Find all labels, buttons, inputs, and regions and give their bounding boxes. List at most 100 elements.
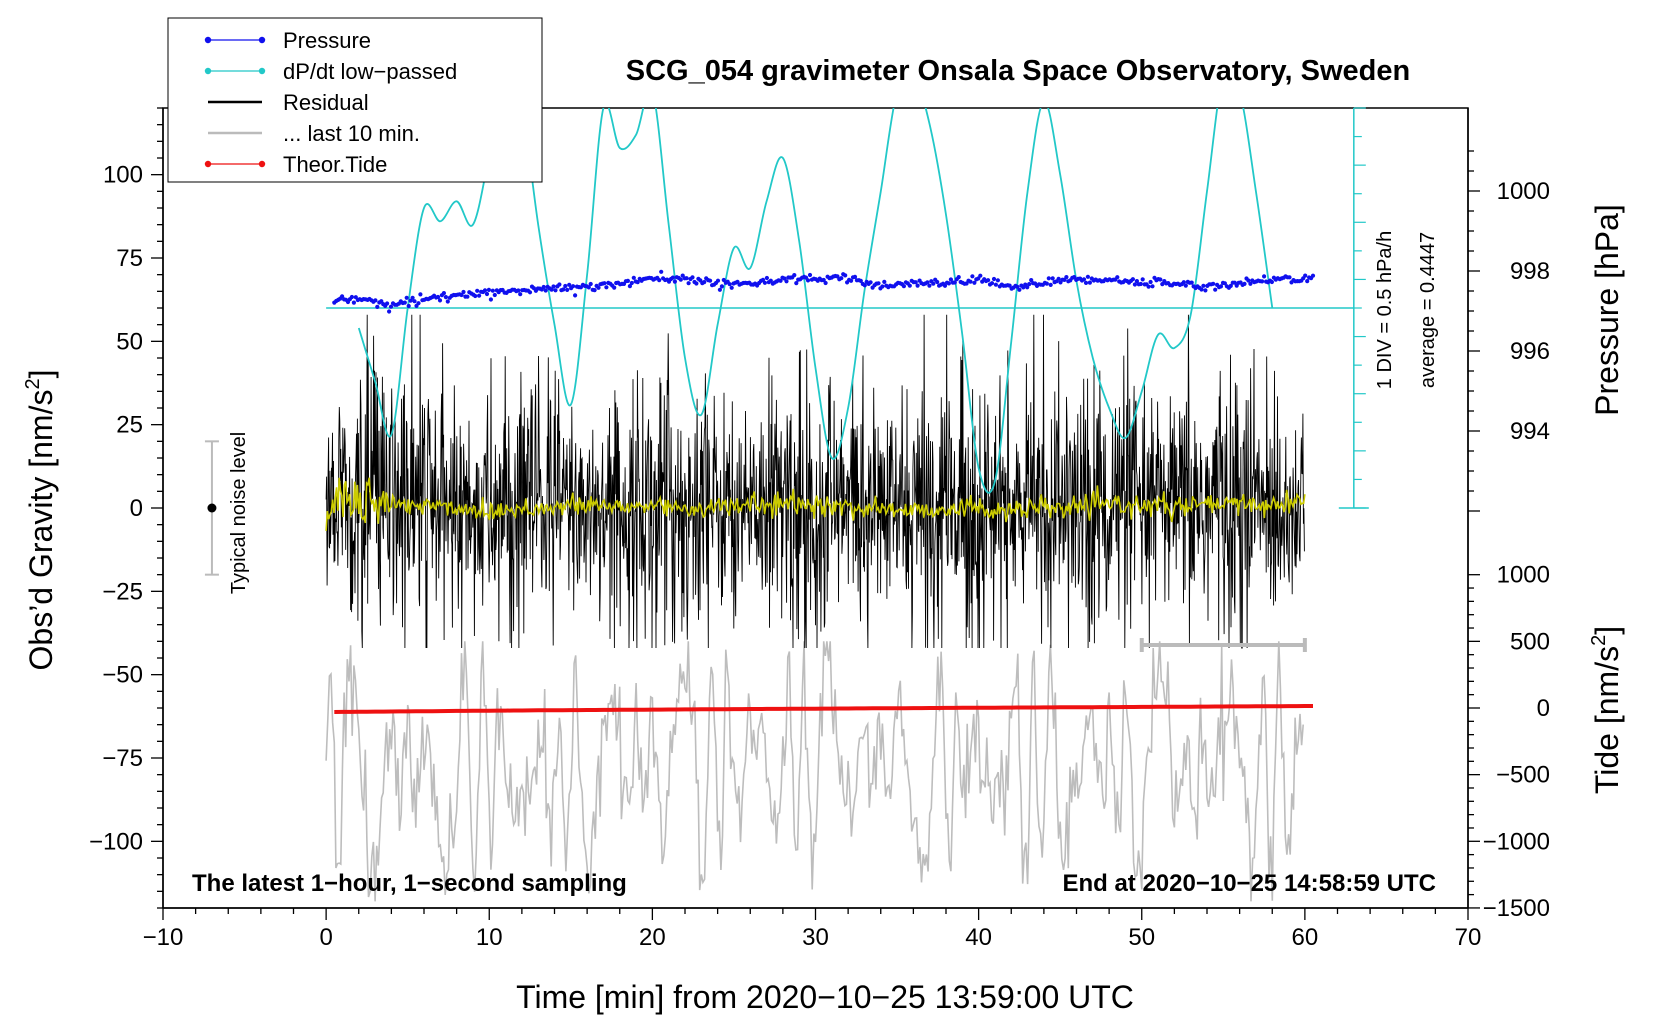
pressure-point xyxy=(670,275,676,280)
pressure-tick-label: 998 xyxy=(1510,258,1550,285)
pressure-point xyxy=(1158,277,1163,282)
tide-tick-label: −1000 xyxy=(1483,828,1550,855)
pressure-point xyxy=(435,294,441,300)
pressure-point xyxy=(762,280,768,285)
pressure-point xyxy=(672,279,678,284)
pressure-point xyxy=(862,283,867,288)
pressure-point xyxy=(1044,281,1049,286)
pressure-point xyxy=(843,273,848,278)
pressure-point xyxy=(702,280,707,285)
pressure-point xyxy=(1218,284,1224,289)
legend-label: dP/dt low−passed xyxy=(283,59,457,84)
pressure-point xyxy=(995,278,1001,283)
pressure-point xyxy=(1199,287,1204,292)
pressure-point xyxy=(1056,276,1061,281)
pressure-point xyxy=(1228,283,1233,288)
pressure-point xyxy=(418,292,423,297)
pressure-point xyxy=(852,274,858,279)
pressure-point xyxy=(1081,277,1087,282)
y-left-tick-label: 25 xyxy=(116,412,143,439)
pressure-point xyxy=(690,275,695,280)
pressure-point xyxy=(925,280,930,285)
pressure-point xyxy=(604,285,609,290)
pressure-point xyxy=(1132,282,1137,287)
y-left-tick-label: 100 xyxy=(103,162,143,189)
pressure-point xyxy=(571,284,576,289)
pressure-point xyxy=(1242,281,1247,286)
pressure-point xyxy=(1303,273,1308,278)
y-left-tick-label: 50 xyxy=(116,328,143,355)
pressure-point xyxy=(978,273,983,278)
pressure-point xyxy=(561,287,566,292)
legend-swatch-dot-end xyxy=(258,160,266,168)
pressure-point xyxy=(935,279,940,285)
y-left-tick-label: −100 xyxy=(89,828,143,855)
pressure-point xyxy=(1269,279,1274,285)
pressure-point xyxy=(486,287,491,292)
y-axis-left-title: Obs’d Gravity [nm/s2] xyxy=(22,370,59,671)
pressure-point xyxy=(1213,287,1218,292)
pressure-point xyxy=(1115,275,1120,280)
pressure-point xyxy=(792,273,797,278)
pressure-point xyxy=(441,291,446,296)
pressure-point xyxy=(385,301,390,306)
y-axis-left-title-main: Obs’d Gravity [nm/s xyxy=(23,390,59,671)
pressure-point xyxy=(1085,274,1090,279)
pressure-point xyxy=(972,280,977,285)
pressure-point xyxy=(1087,280,1092,285)
pressure-axis-title: Pressure [hPa] xyxy=(1589,204,1625,416)
pressure-point xyxy=(913,280,918,285)
pressure-point xyxy=(459,292,464,298)
pressure-point xyxy=(553,288,558,293)
series-residual xyxy=(325,314,1305,649)
pressure-point xyxy=(1029,278,1034,283)
pressure-point xyxy=(445,299,450,304)
pressure-point xyxy=(465,294,470,299)
pressure-point xyxy=(375,304,380,309)
pressure-point xyxy=(490,288,495,293)
pressure-point xyxy=(461,289,466,295)
pressure-point xyxy=(719,284,725,289)
pressure-point xyxy=(1211,281,1216,286)
series-theor-tide xyxy=(334,704,1313,714)
pressure-point xyxy=(927,283,932,288)
pressure-point xyxy=(1140,277,1145,282)
legend-swatch-dot-end xyxy=(258,36,266,44)
tide-axis-title-close: ] xyxy=(1589,626,1625,635)
tide-tick-label: −500 xyxy=(1496,762,1550,789)
pressure-point xyxy=(678,277,683,282)
series-residual-smoothed xyxy=(325,477,1306,531)
pressure-point xyxy=(1048,282,1053,287)
pressure-point xyxy=(627,284,633,289)
pressure-point xyxy=(567,282,572,287)
pressure-point xyxy=(858,278,863,283)
annotation-bottom-right: End at 2020−10−25 14:58:59 UTC xyxy=(1062,870,1436,897)
noise-level-label: Typical noise level xyxy=(228,432,250,594)
pressure-point xyxy=(477,293,482,298)
pressure-point xyxy=(1260,279,1265,284)
pressure-point xyxy=(694,281,699,286)
pressure-point xyxy=(946,281,952,286)
annotation-bottom-left: The latest 1−hour, 1−second sampling xyxy=(192,870,627,897)
pressure-point xyxy=(612,285,617,290)
pressure-point xyxy=(876,281,881,286)
tide-axis-title-main: Tide [nm/s xyxy=(1589,646,1625,794)
pressure-point xyxy=(715,278,721,283)
tide-tick-label: 500 xyxy=(1510,628,1550,655)
pressure-point xyxy=(1150,284,1155,289)
pressure-point xyxy=(592,288,597,293)
pressure-point xyxy=(989,281,995,286)
pressure-point xyxy=(907,283,912,288)
pressure-point xyxy=(388,304,394,309)
pressure-point xyxy=(708,278,713,283)
pressure-tick-label: 1000 xyxy=(1497,178,1550,205)
pressure-point xyxy=(484,291,490,297)
series-dpdt xyxy=(357,108,1274,494)
x-tick-label: 40 xyxy=(965,924,992,951)
x-tick-label: 30 xyxy=(802,924,829,951)
legend-swatch-dot-end xyxy=(258,67,266,75)
pressure-tick-label: 996 xyxy=(1510,338,1550,365)
pressure-point xyxy=(657,278,662,283)
pressure-point xyxy=(1305,279,1310,284)
pressure-point xyxy=(588,281,593,287)
